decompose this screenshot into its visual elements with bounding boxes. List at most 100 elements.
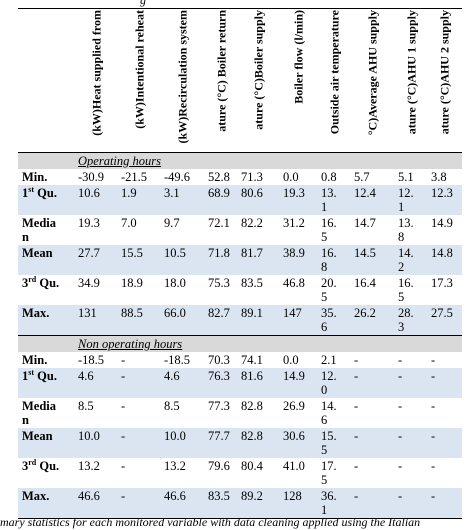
row-label: 1st Qu.: [18, 368, 75, 398]
table-cell: 72.1: [208, 216, 230, 230]
page-text-fragment: g: [140, 0, 146, 7]
table-cell: 80.6: [238, 185, 280, 215]
table-cell: 131: [75, 305, 118, 336]
row-label: Min.: [18, 169, 75, 185]
table-cell: -: [398, 353, 403, 367]
column-header-label: ature (°C) Boiler return: [215, 10, 228, 132]
table-cell: -: [351, 428, 395, 458]
table-caption: mary statistics for each monitored varia…: [0, 515, 421, 529]
table-cell: 10.6: [75, 185, 118, 215]
table-cell: 46.6: [161, 488, 205, 519]
table-cell: 10.5: [161, 245, 205, 275]
table-cell: 82.7: [205, 305, 238, 336]
row-label-text: 3: [22, 459, 29, 473]
section-title-cell: Operating hours: [75, 152, 462, 169]
table-cell: 9.7: [164, 216, 180, 230]
table-row: 3rd Qu. 34.9 18.9 18.0 75.3 83.5 46.8 20. 5 16.4…: [18, 275, 462, 305]
table-cell: 35. 6: [318, 305, 351, 336]
table-cell: 4.6: [161, 368, 205, 398]
column-header-label: °C)Average AHU supply: [366, 10, 380, 136]
table-cell: 13.2: [164, 459, 186, 473]
table-cell: 81.7: [238, 245, 280, 275]
table-cell: -49.6: [164, 170, 191, 184]
table-cell: 17. 5: [321, 459, 337, 487]
table-cell: 12. 0: [318, 368, 351, 398]
table-cell: -: [428, 368, 462, 398]
table-row: Media n 8.5 - 8.5 77.3 82.8 26.9 14. 6 - - -: [18, 398, 462, 428]
table-cell: 14. 2: [395, 245, 428, 275]
table-cell: -: [121, 459, 126, 473]
table-cell: -: [428, 488, 462, 519]
table-cell: 71.8: [205, 245, 238, 275]
table-cell: 79.6: [208, 459, 230, 473]
table-cell: 13. 8: [398, 216, 414, 244]
table-cell: 5.1: [398, 170, 414, 184]
table-row: Media n 19.3 7.0 9.7 72.1 82.2 31.2 16. 5 14.7 13…: [18, 215, 462, 245]
table-cell: -: [118, 488, 161, 519]
table-cell: -: [351, 488, 395, 519]
table-cell: 83.5: [205, 488, 238, 519]
row-label: Mean: [18, 245, 75, 275]
table-body: Operating hours Min. -30.9 -21.5 -49.6 52.8 71…: [18, 152, 462, 519]
row-label-text: 1: [22, 369, 29, 383]
table-cell: -18.5: [164, 353, 191, 367]
table-cell: -: [351, 368, 395, 398]
table-cell: 68.9: [205, 185, 238, 215]
table-cell: 8.5: [164, 399, 180, 413]
table-cell: 16. 5: [398, 276, 414, 304]
table-cell: -: [398, 459, 403, 473]
row-label: Media n: [18, 398, 75, 428]
table-cell: 46.6: [75, 488, 118, 519]
row-label-text: 1: [22, 186, 29, 200]
table-cell: 14. 6: [321, 399, 337, 427]
table-cell: 3.8: [431, 170, 447, 184]
table-cell: 14.9: [431, 216, 453, 230]
table-cell: -: [398, 399, 403, 413]
table-cell: 14.7: [354, 216, 376, 230]
row-label-text: Mean: [22, 429, 53, 443]
table-row: Min. -18.5 - -18.5 70.3 74.1 0.0 2.1 - - -: [18, 352, 462, 368]
table-cell: 82.8: [241, 399, 263, 413]
column-header: ature (°C)Boiler supply: [238, 8, 280, 153]
table-cell: 10.0: [75, 428, 118, 458]
table-cell: 19.3: [280, 185, 318, 215]
table-row: Mean 10.0-10.0 77.7 82.8 30.6 15. 5---: [18, 428, 462, 458]
row-label: 3rd Qu.: [18, 275, 75, 305]
table-cell: -: [431, 399, 436, 413]
table-cell: 88.5: [118, 305, 161, 336]
table-cell: 0.8: [321, 170, 337, 184]
column-header-label: (kW)Recirculation system: [176, 10, 190, 144]
table-cell: 14.5: [351, 245, 395, 275]
row-label: Max.: [18, 488, 75, 519]
section-title-cell: Non operating hours: [75, 335, 462, 352]
row-label-text: Min.: [22, 170, 48, 184]
section-header-row: Non operating hours: [18, 335, 462, 352]
table-cell: 17.3: [431, 276, 453, 290]
table-cell: -: [395, 428, 428, 458]
row-label-text: Max.: [22, 489, 50, 503]
row-label: Min.: [18, 352, 75, 368]
row-label: 3rd Qu.: [18, 458, 75, 488]
table-cell: 30.6: [280, 428, 318, 458]
table-cell: 1.9: [118, 185, 161, 215]
row-label-superscript: st: [28, 184, 35, 194]
table-cell: 27.5: [428, 305, 462, 336]
table-cell: 0.0: [283, 170, 299, 184]
table-cell: 74.1: [241, 353, 263, 367]
table-cell: 12.4: [351, 185, 395, 215]
table-cell: -: [431, 459, 436, 473]
table-cell: -: [354, 459, 359, 473]
table-cell: 89.2: [238, 488, 280, 519]
table-cell: 36. 1: [318, 488, 351, 519]
section-spacer: [18, 152, 75, 169]
table-cell: 71.3: [241, 170, 263, 184]
table-cell: -: [118, 428, 161, 458]
column-header-label: Boiler flow (l/min): [292, 10, 306, 104]
table-cell: 16.4: [354, 276, 376, 290]
table-row: 1st Qu. 4.6-4.6 76.3 81.6 14.9 12. 0---: [18, 368, 462, 398]
table-cell: 18.9: [121, 276, 143, 290]
table-cell: -: [395, 488, 428, 519]
table-row: Mean 27.7 15.5 10.5 71.8 81.7 38.9 16. 8 14.5 14.…: [18, 245, 462, 275]
table-cell: 18.0: [164, 276, 186, 290]
table-cell: -: [395, 368, 428, 398]
